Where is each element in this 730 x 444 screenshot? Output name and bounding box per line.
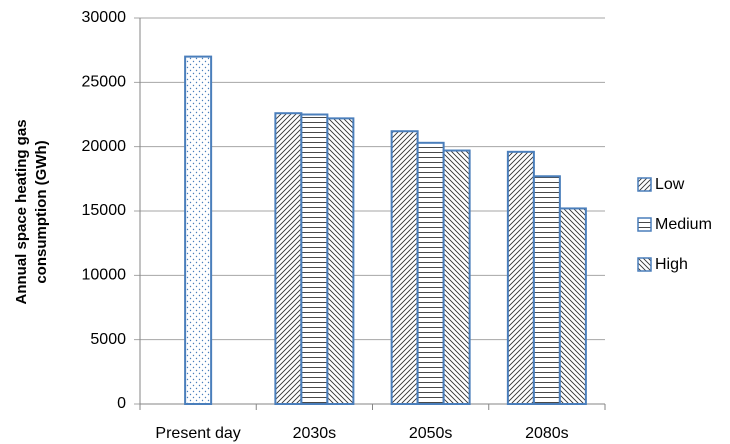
bar bbox=[532, 175, 561, 405]
bar bbox=[506, 150, 535, 405]
legend-swatch bbox=[637, 177, 652, 192]
bar bbox=[442, 149, 471, 405]
legend-swatch bbox=[637, 257, 652, 272]
bar bbox=[184, 55, 213, 405]
y-tick-label: 30000 bbox=[82, 9, 127, 26]
x-tick-label: 2050s bbox=[409, 425, 453, 442]
bar bbox=[326, 117, 355, 406]
y-axis-label: Annual space heating gas bbox=[13, 119, 30, 304]
bar bbox=[274, 112, 303, 405]
legend-swatch bbox=[637, 217, 652, 232]
y-tick-label: 20000 bbox=[82, 138, 127, 155]
x-tick-label: 2030s bbox=[293, 425, 337, 442]
y-tick-label: 10000 bbox=[82, 267, 127, 284]
bar bbox=[558, 207, 587, 405]
y-tick-label: 15000 bbox=[82, 202, 127, 219]
legend-label: Medium bbox=[655, 216, 712, 233]
bar bbox=[390, 130, 419, 406]
bar bbox=[416, 141, 445, 405]
x-tick-label: 2080s bbox=[525, 425, 569, 442]
y-tick-label: 5000 bbox=[90, 331, 126, 348]
x-tick-label: Present day bbox=[155, 425, 240, 442]
y-tick-label: 25000 bbox=[82, 74, 127, 91]
y-tick-label: 0 bbox=[117, 395, 126, 412]
legend-label: Low bbox=[655, 176, 685, 193]
bar bbox=[300, 113, 329, 405]
y-axis-label: consumption (GWh) bbox=[33, 140, 50, 283]
legend-label: High bbox=[655, 256, 688, 273]
